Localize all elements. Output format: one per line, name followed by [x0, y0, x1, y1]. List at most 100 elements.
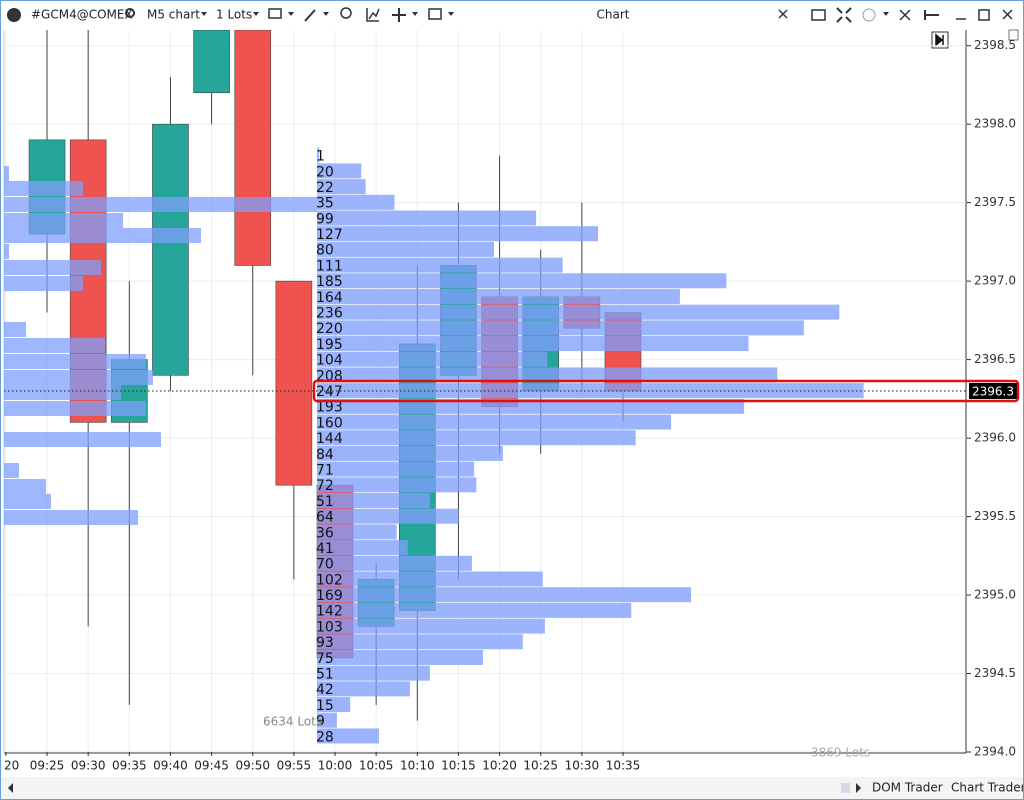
x-tick-label: 10:30 [565, 759, 600, 773]
x-tick-label: 09:35 [112, 759, 147, 773]
profile-bar [317, 226, 599, 242]
dropdown-arrow[interactable] [253, 12, 259, 16]
toolbar [1, 1, 1023, 29]
profile-volume: 142 [316, 604, 343, 620]
x-tick-label: 09:45 [194, 759, 229, 773]
lots[interactable]: 1 Lots [216, 8, 252, 22]
profile-bar [317, 649, 483, 665]
profile-bar [317, 414, 672, 430]
profile-volume: 164 [316, 290, 343, 306]
x-tick-label: 09:50 [235, 759, 270, 773]
y-tick-label: 2397.0 [974, 274, 1016, 288]
x-tick-label: 10:20 [482, 759, 517, 773]
profile-volume: 102 [316, 572, 343, 588]
profile-bar [317, 665, 430, 681]
profile-volume: 9 [316, 714, 325, 730]
dropdown-arrow[interactable] [412, 12, 418, 16]
profile-volume: 84 [316, 447, 334, 463]
profile-volume: 127 [316, 227, 343, 243]
profile-volume: 71 [316, 462, 334, 478]
close[interactable] [1002, 9, 1013, 20]
last-price-label: 2396.3 [972, 385, 1014, 399]
profile-volume: 195 [316, 337, 343, 353]
profile-bar [317, 430, 636, 446]
maximize[interactable] [978, 9, 990, 21]
y-tick-label: 2396.5 [974, 352, 1016, 366]
profile-volume: 80 [316, 243, 334, 259]
window-title: Chart [597, 8, 630, 22]
profile-bar [317, 398, 745, 414]
candle-body [152, 123, 189, 376]
dropdown-arrow[interactable] [883, 12, 889, 16]
color-icon[interactable] [862, 8, 876, 22]
dropdown-arrow[interactable] [288, 12, 294, 16]
y-tick-label: 2397.5 [974, 195, 1016, 209]
profile-volume: 193 [316, 400, 343, 416]
x-tick-label: 10:00 [318, 759, 353, 773]
profile-total: 3869 Lots [811, 746, 870, 760]
scroll-left[interactable] [8, 783, 13, 793]
scroll-thumb[interactable] [841, 783, 850, 793]
draw-icon[interactable] [304, 9, 316, 22]
profile-volume: 51 [316, 667, 334, 683]
x-tick-label: 10:35 [606, 759, 641, 773]
profile-bar [317, 367, 778, 383]
profile-volume: 22 [316, 180, 334, 196]
candle-body [234, 30, 272, 266]
profile-volume: 15 [316, 698, 334, 714]
profile-volume: 75 [316, 651, 334, 667]
y-tick-label: 2395.0 [974, 588, 1016, 602]
profile-volume: 70 [316, 557, 334, 573]
tools-icon[interactable] [899, 9, 911, 21]
profile-volume: 169 [316, 588, 343, 604]
chart-type-icon[interactable] [366, 8, 380, 22]
profile-bar [317, 445, 503, 461]
profile-bar [317, 383, 864, 399]
profile-volume: 72 [316, 478, 334, 494]
y-tick-label: 2398.5 [974, 38, 1016, 52]
crosshair-icon[interactable] [392, 8, 406, 22]
scroll-right[interactable] [856, 783, 861, 793]
dropdown-arrow[interactable] [201, 12, 207, 16]
template-icon[interactable] [428, 8, 442, 20]
tab[interactable]: Chart Trader [951, 781, 1023, 795]
profile-volume: 1 [316, 149, 325, 165]
zoom-icon[interactable] [340, 7, 352, 19]
symbol[interactable]: #GCM4@COMEX [31, 8, 133, 22]
profile-bar [317, 493, 430, 509]
bottom-bar [1, 777, 1023, 799]
link-icon[interactable] [778, 9, 788, 19]
camera-icon[interactable] [811, 9, 826, 21]
dropdown-arrow[interactable] [323, 12, 329, 16]
profile-bar [317, 712, 337, 728]
axis-menu[interactable] [1008, 29, 1019, 41]
y-tick-label: 2396.0 [974, 431, 1016, 445]
y-tick-label: 2394.0 [974, 745, 1016, 759]
profile-bar [317, 728, 379, 744]
timeframe[interactable]: M5 chart [147, 8, 200, 22]
dropdown-arrow[interactable] [448, 12, 454, 16]
profile-bar [317, 681, 410, 697]
x-tick-label: 20 [4, 759, 19, 773]
previous-profile-total: 6634 Lots [263, 715, 322, 729]
profile-volume: 103 [316, 619, 343, 635]
profile-volume: 104 [316, 353, 343, 369]
profile-bar [317, 477, 477, 493]
logo [7, 8, 21, 22]
tab[interactable]: DOM Trader [872, 781, 943, 795]
search-icon[interactable] [125, 8, 135, 18]
profile-bar [317, 697, 351, 713]
scroll-end-icon [935, 33, 944, 47]
x-tick-label: 10:05 [359, 759, 394, 773]
previous-profile [4, 166, 317, 525]
x-tick-label: 10:10 [400, 759, 435, 773]
x-tick-label: 10:25 [523, 759, 558, 773]
profile-volume: 64 [316, 510, 334, 526]
pin-icon[interactable] [924, 10, 939, 20]
profile-volume: 99 [316, 211, 334, 227]
x-tick-label: 09:25 [30, 759, 65, 773]
fullscreen-icon[interactable] [836, 7, 852, 23]
indicator-icon[interactable] [268, 8, 282, 19]
last-price-box [969, 383, 1017, 399]
